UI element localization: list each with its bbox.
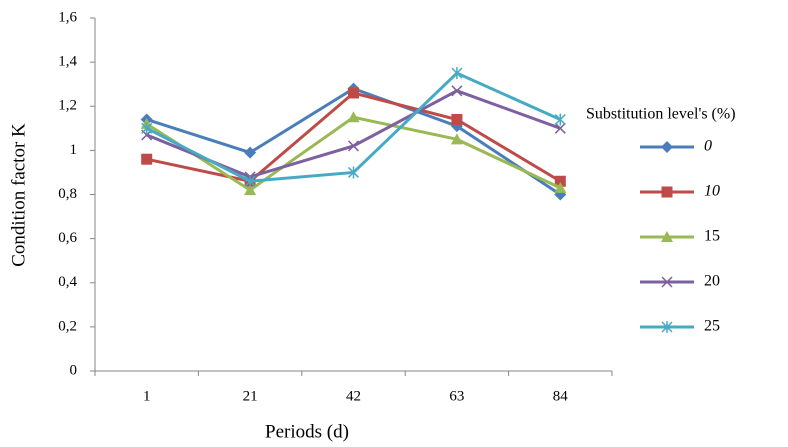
y-tick-label: 0 [70, 362, 78, 378]
marker [554, 181, 567, 193]
legend-item: 20 [640, 273, 720, 290]
marker [451, 85, 463, 97]
marker [554, 175, 566, 187]
legend-label: 10 [704, 183, 720, 200]
marker [661, 276, 673, 288]
legend-label: 25 [704, 318, 720, 335]
marker [141, 153, 153, 165]
marker [141, 122, 153, 135]
marker [661, 321, 673, 333]
marker [450, 133, 463, 145]
marker [661, 186, 673, 198]
y-tick-label: 1 [70, 142, 78, 158]
x-tick-label: 63 [449, 388, 464, 404]
marker [347, 140, 360, 152]
marker [451, 113, 463, 125]
y-axis-label: Condition factor K [8, 123, 29, 267]
legend-item: 15 [640, 228, 720, 245]
x-tick-label: 21 [243, 388, 258, 404]
y-tick-label: 0,4 [58, 274, 77, 290]
y-tick-label: 0,8 [58, 186, 77, 202]
legend-label: 0 [704, 138, 712, 155]
legend-item: 10 [640, 183, 720, 200]
marker [661, 231, 673, 242]
marker [554, 113, 566, 126]
x-axis-label: Periods (d) [265, 421, 349, 442]
marker [554, 122, 566, 134]
y-tick-label: 0,2 [58, 318, 77, 334]
legend-title: Substitution level's (%) [586, 106, 736, 123]
marker [244, 146, 257, 159]
x-tick-label: 1 [143, 388, 151, 404]
legend-item: 0 [640, 138, 712, 155]
marker [348, 87, 359, 99]
legend-label: 15 [704, 228, 720, 245]
legend-label: 20 [704, 273, 720, 290]
marker [244, 184, 257, 196]
y-tick-label: 1,6 [58, 9, 77, 25]
marker [347, 111, 360, 123]
marker [347, 166, 360, 179]
marker [661, 141, 673, 153]
y-tick-label: 1,2 [58, 98, 77, 114]
marker [244, 175, 256, 188]
x-tick-label: 84 [553, 388, 569, 404]
y-tick-label: 1,4 [58, 54, 77, 70]
legend-item: 25 [640, 318, 720, 335]
y-tick-label: 0,6 [58, 230, 77, 246]
marker [451, 67, 463, 80]
x-tick-label: 42 [346, 388, 361, 404]
